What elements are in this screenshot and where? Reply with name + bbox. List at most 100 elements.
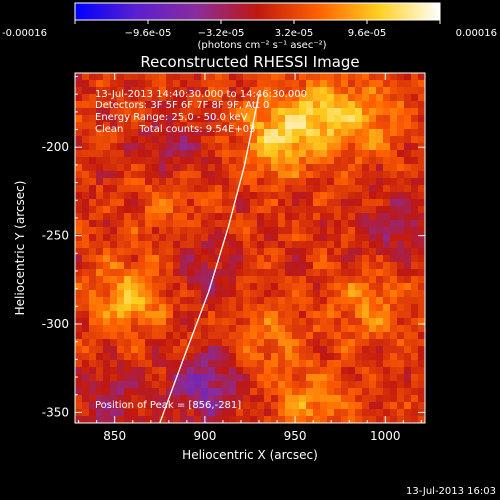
heatmap-cell	[341, 332, 349, 340]
heatmap-cell	[383, 129, 391, 137]
heatmap-cell	[306, 248, 314, 256]
heatmap-cell	[96, 220, 104, 228]
heatmap-cell	[187, 325, 195, 333]
heatmap-cell	[145, 332, 153, 340]
heatmap-cell	[250, 122, 258, 130]
heatmap-cell	[292, 409, 300, 417]
heatmap-cell	[257, 115, 265, 123]
heatmap-cell	[159, 283, 167, 291]
heatmap-cell	[390, 255, 398, 263]
heatmap-cell	[397, 115, 405, 123]
heatmap-cell	[264, 346, 272, 354]
heatmap-cell	[145, 234, 153, 242]
heatmap-cell	[369, 339, 377, 347]
heatmap-cell	[327, 360, 335, 368]
heatmap-cell	[383, 276, 391, 284]
heatmap-cell	[103, 374, 111, 382]
heatmap-cell	[236, 269, 244, 277]
heatmap-cell	[327, 332, 335, 340]
heatmap-cell	[138, 248, 146, 256]
heatmap-cell	[341, 353, 349, 361]
heatmap-cell	[187, 150, 195, 158]
x-tick-label: 1000	[370, 429, 401, 443]
heatmap-cell	[222, 241, 230, 249]
heatmap-cell	[110, 136, 118, 144]
heatmap-cell	[327, 381, 335, 389]
heatmap-cell	[355, 178, 363, 186]
heatmap-cell	[355, 367, 363, 375]
heatmap-cell	[313, 80, 321, 88]
heatmap-cell	[383, 304, 391, 312]
heatmap-cell	[236, 248, 244, 256]
heatmap-cell	[264, 157, 272, 165]
heatmap-cell	[117, 318, 125, 326]
heatmap-cell	[334, 80, 342, 88]
heatmap-cell	[264, 388, 272, 396]
heatmap-cell	[327, 304, 335, 312]
heatmap-cell	[110, 311, 118, 319]
heatmap-cell	[89, 304, 97, 312]
heatmap-cell	[166, 367, 174, 375]
heatmap-cell	[418, 164, 425, 172]
heatmap-cell	[390, 290, 398, 298]
heatmap-cell	[208, 157, 216, 165]
heatmap-cell	[285, 402, 293, 410]
heatmap-cell	[404, 192, 412, 200]
heatmap-cell	[201, 395, 209, 403]
heatmap-cell	[208, 409, 216, 417]
heatmap-cell	[369, 346, 377, 354]
heatmap-cell	[411, 297, 419, 305]
heatmap-cell	[348, 346, 356, 354]
heatmap-cell	[383, 241, 391, 249]
heatmap-cell	[355, 220, 363, 228]
heatmap-cell	[124, 255, 132, 263]
heatmap-cell	[404, 234, 412, 242]
heatmap-cell	[383, 227, 391, 235]
heatmap-cell	[264, 227, 272, 235]
heatmap-cell	[313, 255, 321, 263]
heatmap-cell	[229, 325, 237, 333]
heatmap-cell	[152, 178, 160, 186]
heatmap-cell	[96, 80, 104, 88]
heatmap-cell	[229, 297, 237, 305]
heatmap-cell	[173, 262, 181, 270]
heatmap-cell	[208, 325, 216, 333]
heatmap-cell	[271, 353, 279, 361]
heatmap-cell	[110, 178, 118, 186]
heatmap-cell	[159, 290, 167, 298]
heatmap-cell	[222, 388, 230, 396]
heatmap-cell	[208, 213, 216, 221]
heatmap-cell	[292, 402, 300, 410]
heatmap-cell	[397, 395, 405, 403]
heatmap-cell	[271, 213, 279, 221]
heatmap-cell	[243, 388, 251, 396]
heatmap-cell	[173, 311, 181, 319]
heatmap-cell	[320, 157, 328, 165]
heatmap-cell	[327, 325, 335, 333]
heatmap-cell	[292, 269, 300, 277]
heatmap-cell	[292, 283, 300, 291]
heatmap-cell	[390, 185, 398, 193]
heatmap-cell	[257, 248, 265, 256]
heatmap-cell	[334, 409, 342, 417]
heatmap-cell	[89, 206, 97, 214]
heatmap-cell	[278, 346, 286, 354]
heatmap-cell	[334, 178, 342, 186]
heatmap-cell	[117, 339, 125, 347]
heatmap-cell	[89, 129, 97, 137]
heatmap-cell	[341, 115, 349, 123]
heatmap-cell	[341, 325, 349, 333]
heatmap-cell	[124, 199, 132, 207]
heatmap-cell	[320, 374, 328, 382]
heatmap-cell	[348, 157, 356, 165]
heatmap-cell	[117, 234, 125, 242]
heatmap-cell	[103, 101, 111, 109]
heatmap-cell	[145, 339, 153, 347]
heatmap-cell	[229, 80, 237, 88]
heatmap-cell	[327, 402, 335, 410]
heatmap-cell	[166, 325, 174, 333]
heatmap-cell	[362, 220, 370, 228]
heatmap-cell	[369, 101, 377, 109]
heatmap-cell	[243, 213, 251, 221]
heatmap-cell	[278, 311, 286, 319]
